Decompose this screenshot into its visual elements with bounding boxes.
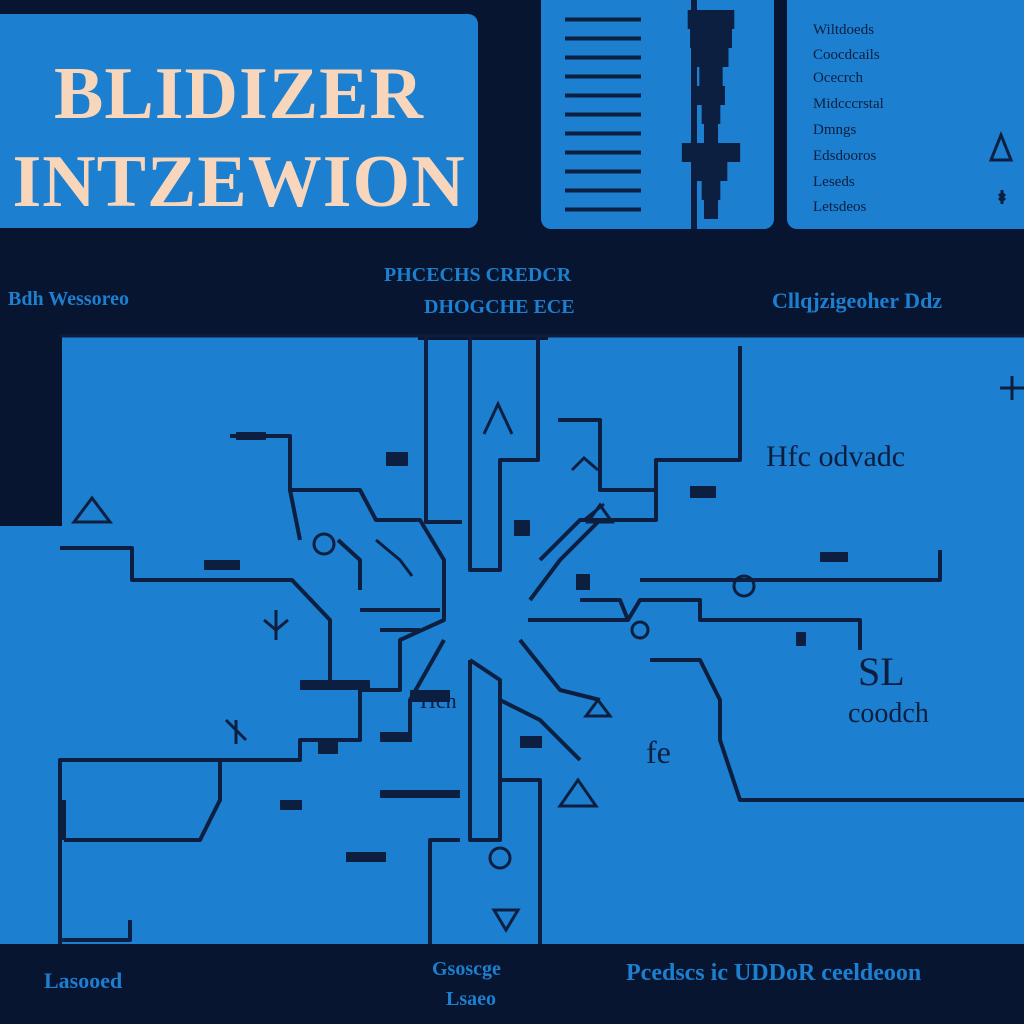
title-line-2: INTZEWION bbox=[12, 141, 466, 223]
flag-icon bbox=[224, 718, 248, 744]
legend-item: Wiltdoeds bbox=[813, 22, 875, 38]
map-label-center-fe: fe bbox=[646, 734, 671, 770]
bar-block bbox=[704, 200, 718, 219]
bar-block bbox=[701, 181, 721, 200]
triangle-icon bbox=[583, 697, 613, 718]
region-label-west: Bdh Wessoreo bbox=[8, 288, 129, 310]
footer-label-left: Lasooed bbox=[44, 968, 123, 993]
bar-block bbox=[687, 10, 735, 29]
region-label-east: Cllqjzigeoher Ddz bbox=[772, 288, 943, 313]
title-card: BLIDIZER INTZEWION bbox=[0, 14, 478, 228]
map-land bbox=[62, 336, 1024, 944]
triangle-icon bbox=[71, 495, 113, 524]
circle-icon bbox=[630, 620, 650, 640]
bar-graphic bbox=[565, 0, 741, 229]
legend-panel: Wiltdoeds Coocdcails Ocecrch Midcccrstal… bbox=[787, 0, 1024, 229]
marker-icon bbox=[488, 846, 512, 870]
triangle-icon bbox=[557, 777, 599, 808]
map-label-center-hh: Hch bbox=[420, 688, 457, 713]
pin-icon bbox=[997, 190, 1007, 204]
map-symbols bbox=[71, 376, 1024, 933]
circle-icon bbox=[732, 574, 756, 598]
anchor-icon bbox=[263, 610, 289, 640]
region-label-center-2: DHOGCHE ECE bbox=[424, 296, 575, 318]
triangle-icon bbox=[988, 130, 1014, 162]
bar-block bbox=[694, 162, 728, 181]
map-label-east-big: SL bbox=[858, 649, 905, 694]
road-icon bbox=[583, 502, 605, 522]
map-label-east-top: Hfc odvadc bbox=[766, 440, 906, 473]
legend-item: Leseds bbox=[813, 174, 855, 190]
road-icon bbox=[375, 538, 414, 577]
footer-label-center-1: Gsoscge bbox=[432, 958, 501, 980]
map-land-west bbox=[0, 524, 62, 944]
legend-item: Dmngs bbox=[813, 122, 857, 138]
mountain-icon bbox=[482, 400, 514, 435]
legend-item: Coocdcails bbox=[813, 47, 880, 63]
bar-block bbox=[693, 48, 729, 67]
legend-item: Ocecrch bbox=[813, 70, 863, 86]
legend-icons bbox=[988, 130, 1014, 204]
bar-block bbox=[701, 105, 721, 124]
map-label-east-sub: coodch bbox=[848, 698, 929, 729]
title-line-1: BLIDIZER bbox=[54, 53, 424, 135]
bar-panel bbox=[541, 0, 774, 229]
legend-item: Edsdooros bbox=[813, 148, 877, 164]
legend-item: Midcccrstal bbox=[813, 96, 884, 112]
mountain-icon bbox=[570, 455, 599, 472]
bar-block bbox=[697, 86, 725, 105]
cross-icon bbox=[1000, 376, 1024, 400]
legend-item: Letsdeos bbox=[813, 199, 867, 215]
footer-label-right: Pcedscs ic UDDoR ceeldeoon bbox=[626, 960, 922, 986]
circle-icon bbox=[312, 532, 336, 556]
bar-block bbox=[699, 67, 723, 86]
region-label-center-1: PHCECHS CREDCR bbox=[384, 264, 572, 286]
bar-block bbox=[690, 29, 732, 48]
footer-label-center-2: Lsaeo bbox=[446, 988, 496, 1010]
map-building-icons bbox=[204, 432, 848, 862]
bar-divider bbox=[691, 0, 697, 229]
bar-block bbox=[704, 124, 718, 143]
road-network bbox=[58, 338, 1024, 944]
marker-icon bbox=[491, 908, 521, 933]
